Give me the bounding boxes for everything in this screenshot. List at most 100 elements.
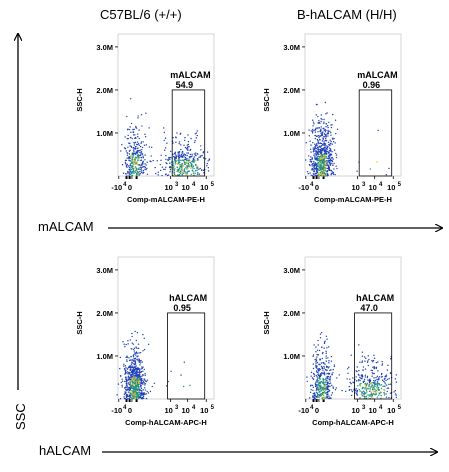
- event-point: [183, 156, 185, 158]
- event-point: [148, 127, 150, 129]
- event-point: [174, 159, 177, 162]
- event-point: [330, 394, 333, 396]
- event-point: [167, 174, 170, 176]
- event-point: [320, 164, 322, 166]
- event-point: [323, 141, 325, 143]
- event-point: [195, 132, 197, 134]
- event-point: [315, 384, 317, 387]
- event-point: [338, 374, 341, 376]
- event-point: [130, 171, 132, 174]
- event-point: [128, 394, 131, 396]
- event-point: [368, 381, 371, 384]
- event-point: [146, 167, 148, 170]
- event-point: [122, 172, 125, 174]
- event-point: [332, 158, 334, 160]
- event-point: [317, 127, 319, 129]
- event-point: [312, 396, 314, 398]
- event-point: [140, 359, 142, 362]
- event-point: [317, 377, 319, 380]
- event-point: [368, 383, 371, 385]
- x-tick-exponent: 3: [175, 182, 179, 188]
- event-point: [374, 381, 376, 383]
- event-point: [373, 377, 375, 379]
- event-point: [164, 168, 166, 170]
- event-point: [125, 378, 127, 380]
- event-point: [134, 167, 136, 169]
- event-point: [324, 135, 327, 137]
- event-point: [358, 378, 360, 381]
- event-point: [328, 167, 330, 170]
- event-point: [138, 380, 141, 382]
- event-point: [329, 159, 332, 161]
- event-point: [377, 388, 380, 391]
- event-point: [150, 146, 153, 148]
- event-point: [178, 152, 181, 154]
- event-point: [326, 112, 328, 114]
- event-point: [142, 333, 144, 336]
- event-point: [314, 131, 317, 133]
- event-point: [335, 156, 338, 159]
- event-point: [140, 393, 142, 396]
- event-point: [314, 383, 317, 385]
- event-point: [311, 157, 314, 159]
- event-point: [119, 356, 122, 359]
- event-point: [385, 374, 388, 376]
- event-point: [352, 381, 354, 383]
- event-point: [134, 362, 137, 364]
- event-point: [193, 174, 195, 176]
- event-point: [313, 344, 315, 346]
- event-point: [324, 169, 326, 172]
- event-point: [356, 366, 358, 368]
- x-tick-exponent: 4: [379, 182, 383, 188]
- event-point: [132, 379, 134, 382]
- x-tick-exponent: 4: [192, 182, 196, 188]
- event-point: [187, 140, 190, 143]
- event-point: [378, 394, 380, 396]
- event-point: [395, 381, 398, 383]
- event-point: [346, 368, 349, 370]
- event-point: [187, 134, 189, 136]
- event-point: [328, 121, 330, 123]
- event-point: [197, 159, 199, 161]
- event-point: [319, 368, 321, 371]
- event-point: [325, 391, 328, 394]
- event-point: [325, 155, 327, 158]
- event-point: [184, 163, 186, 165]
- event-point: [168, 158, 170, 160]
- x-tick-label: 10: [351, 183, 359, 192]
- event-point: [320, 142, 323, 145]
- event-point: [126, 115, 128, 118]
- event-point: [328, 360, 330, 362]
- event-point: [137, 355, 139, 357]
- event-point: [139, 351, 142, 354]
- event-point: [366, 391, 368, 393]
- x-tick-label: -10: [298, 406, 309, 415]
- event-point: [121, 143, 123, 146]
- event-point: [327, 141, 330, 144]
- event-point: [178, 141, 181, 143]
- event-point: [314, 137, 317, 140]
- x-axis-label: Comp-mALCAM-PE-H: [314, 195, 392, 204]
- event-point: [120, 381, 122, 384]
- event-point: [178, 167, 181, 170]
- event-point: [323, 383, 326, 386]
- x-tick-label: -10: [298, 183, 309, 192]
- event-point: [326, 145, 328, 147]
- event-point: [141, 153, 143, 156]
- event-point: [378, 389, 380, 391]
- event-point: [324, 165, 326, 168]
- x-tick-exponent: 3: [362, 405, 366, 411]
- event-point: [316, 392, 319, 395]
- event-point: [136, 384, 139, 386]
- event-point: [365, 384, 368, 387]
- event-point: [196, 152, 198, 155]
- event-point: [325, 355, 327, 357]
- event-point: [191, 167, 193, 169]
- event-point: [321, 140, 324, 142]
- event-point: [311, 132, 314, 134]
- event-point: [126, 355, 128, 357]
- event-point: [380, 391, 382, 393]
- event-point: [161, 166, 164, 168]
- event-point: [319, 151, 321, 153]
- event-point: [132, 365, 134, 367]
